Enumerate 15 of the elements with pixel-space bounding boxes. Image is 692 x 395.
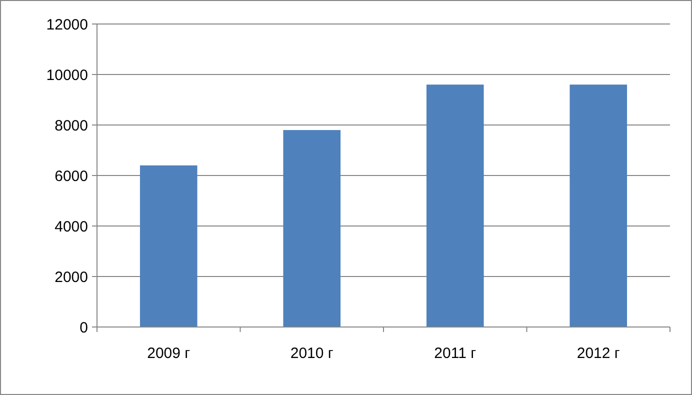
x-tick-label: 2012 г <box>576 345 620 362</box>
y-tick-label: 4000 <box>54 218 88 236</box>
y-tick-label: 12000 <box>46 16 88 34</box>
bar <box>283 130 341 327</box>
x-tick-label: 2011 г <box>434 345 477 362</box>
y-tick-label: 8000 <box>54 117 88 134</box>
y-tick-label: 0 <box>80 319 88 336</box>
x-tick-label: 2009 г <box>147 345 191 362</box>
bar <box>140 165 198 327</box>
bar <box>570 84 628 327</box>
y-tick-label: 10000 <box>46 66 88 84</box>
bar <box>426 84 484 327</box>
x-tick-label: 2010 г <box>290 345 334 362</box>
y-tick-label: 2000 <box>54 268 88 286</box>
y-tick-label: 6000 <box>54 168 88 185</box>
